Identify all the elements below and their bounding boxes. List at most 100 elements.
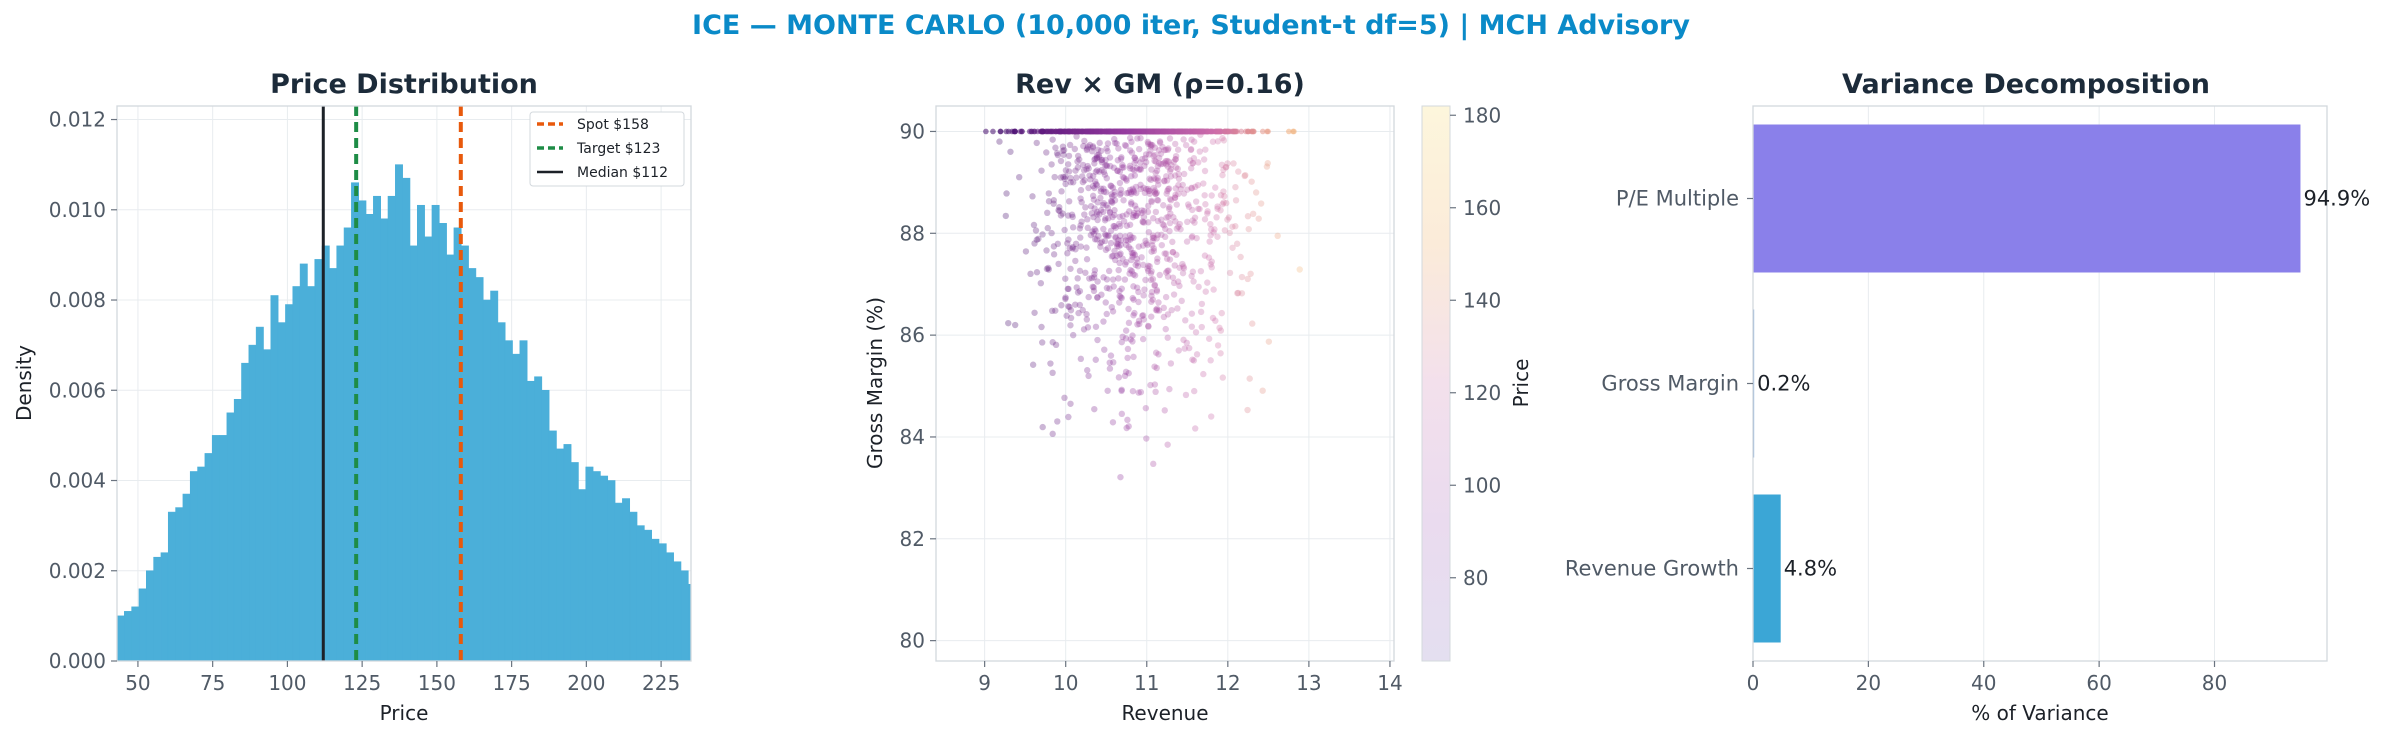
- scatter-point: [1164, 311, 1172, 318]
- scatter-point: [1195, 283, 1202, 291]
- scatter-point: [1118, 294, 1125, 302]
- scatter-point: [1140, 184, 1147, 191]
- scatter-point: [1158, 231, 1165, 238]
- scatter-point: [1076, 301, 1084, 309]
- scatter-point: [1118, 154, 1125, 161]
- price-distribution-frame: [116, 105, 692, 662]
- scatter-point: [1093, 236, 1100, 243]
- scatter-point: [1119, 161, 1126, 169]
- scatter-point: [1085, 293, 1092, 301]
- scatter-point: [1045, 264, 1052, 272]
- scatter-point: [1121, 276, 1129, 283]
- scatter-point: [1155, 299, 1162, 306]
- scatter-point: [1097, 243, 1104, 250]
- scatter-point: [1207, 226, 1215, 233]
- scatter-point: [1220, 166, 1227, 174]
- scatter-point: [1184, 201, 1192, 208]
- scatter-point: [1083, 316, 1091, 323]
- density-y-axis-label: Density: [12, 345, 36, 421]
- scatter-point: [1096, 139, 1103, 147]
- scatter-point: [1207, 261, 1214, 268]
- scatter-point: [1062, 275, 1069, 282]
- scatter-point: [1119, 333, 1126, 341]
- density-y-tick-label: 0.008: [49, 288, 106, 312]
- price-reference-lines: [321, 106, 463, 661]
- scatter-point: [1155, 147, 1163, 154]
- scatter-point: [1076, 225, 1084, 232]
- variance-x-tick-label: 80: [2202, 671, 2227, 695]
- scatter-point: [1065, 236, 1072, 243]
- histogram-bar: [446, 254, 455, 662]
- scatter-point: [1162, 128, 1169, 135]
- scatter-point: [1069, 224, 1077, 231]
- scatter-point: [1163, 214, 1170, 221]
- scatter-point: [1149, 141, 1156, 149]
- scatter-point: [1177, 185, 1184, 193]
- price-x-tick-label: 50: [125, 671, 150, 695]
- scatter-point: [1126, 128, 1133, 135]
- scatter-point: [1175, 181, 1182, 189]
- scatter-point: [1296, 266, 1303, 273]
- scatter-point: [1180, 263, 1187, 270]
- scatter-point: [1155, 154, 1163, 162]
- scatter-point: [1092, 323, 1100, 330]
- scatter-point: [1131, 159, 1138, 167]
- scatter-point: [1064, 240, 1071, 247]
- scatter-point: [1089, 192, 1097, 200]
- scatter-point: [1061, 175, 1068, 183]
- scatter-point: [1135, 317, 1143, 325]
- scatter-point: [1189, 159, 1197, 167]
- scatter-point: [1031, 240, 1038, 247]
- scatter-point: [1154, 197, 1162, 204]
- scatter-point: [1092, 227, 1099, 235]
- scatter-point: [1120, 218, 1128, 225]
- scatter-point: [1118, 386, 1125, 393]
- scatter-point: [1172, 164, 1180, 171]
- scatter-point: [1125, 423, 1132, 430]
- revenue-x-tick-label: 11: [1134, 671, 1159, 695]
- scatter-point: [1108, 198, 1116, 205]
- scatter-point: [1078, 128, 1085, 135]
- scatter-point: [1220, 188, 1227, 195]
- scatter-point: [1196, 205, 1203, 213]
- histogram-bar: [116, 615, 125, 662]
- scatter-point: [1137, 388, 1145, 396]
- histogram-bar: [277, 322, 286, 662]
- scatter-point: [1126, 165, 1134, 172]
- scatter-point: [1104, 148, 1111, 155]
- scatter-point: [1167, 196, 1175, 204]
- scatter-point: [1089, 182, 1097, 190]
- scatter-point: [1214, 342, 1222, 349]
- scatter-point: [1050, 200, 1057, 207]
- scatter-point: [1204, 208, 1211, 215]
- scatter-point: [1220, 137, 1228, 144]
- scatter-point: [1141, 286, 1148, 293]
- gm-y-tick-label: 82: [900, 527, 925, 551]
- scatter-point: [1072, 257, 1079, 265]
- rev-gm-frame: [935, 105, 1395, 662]
- scatter-point: [1073, 133, 1080, 140]
- scatter-point: [1205, 335, 1213, 342]
- scatter-point: [1103, 162, 1110, 170]
- scatter-point: [1172, 218, 1179, 225]
- scatter-point: [1188, 184, 1195, 192]
- scatter-point: [1259, 128, 1266, 135]
- scatter-point: [1114, 167, 1121, 175]
- scatter-point: [1201, 192, 1208, 199]
- scatter-point: [1120, 128, 1127, 135]
- scatter-point: [1125, 319, 1133, 327]
- scatter-point: [1153, 258, 1161, 266]
- scatter-point: [1089, 228, 1096, 235]
- scatter-point: [1102, 128, 1109, 135]
- scatter-point: [1145, 262, 1152, 269]
- scatter-point: [1047, 360, 1054, 367]
- scatter-point: [1198, 300, 1206, 308]
- scatter-point: [1217, 350, 1224, 357]
- scatter-point: [1175, 347, 1182, 354]
- scatter-point: [1120, 164, 1127, 171]
- histogram-bar: [343, 227, 352, 662]
- scatter-point: [1067, 314, 1075, 322]
- scatter-point: [1235, 168, 1242, 175]
- scatter-point: [1111, 139, 1119, 147]
- scatter-point: [1213, 214, 1220, 221]
